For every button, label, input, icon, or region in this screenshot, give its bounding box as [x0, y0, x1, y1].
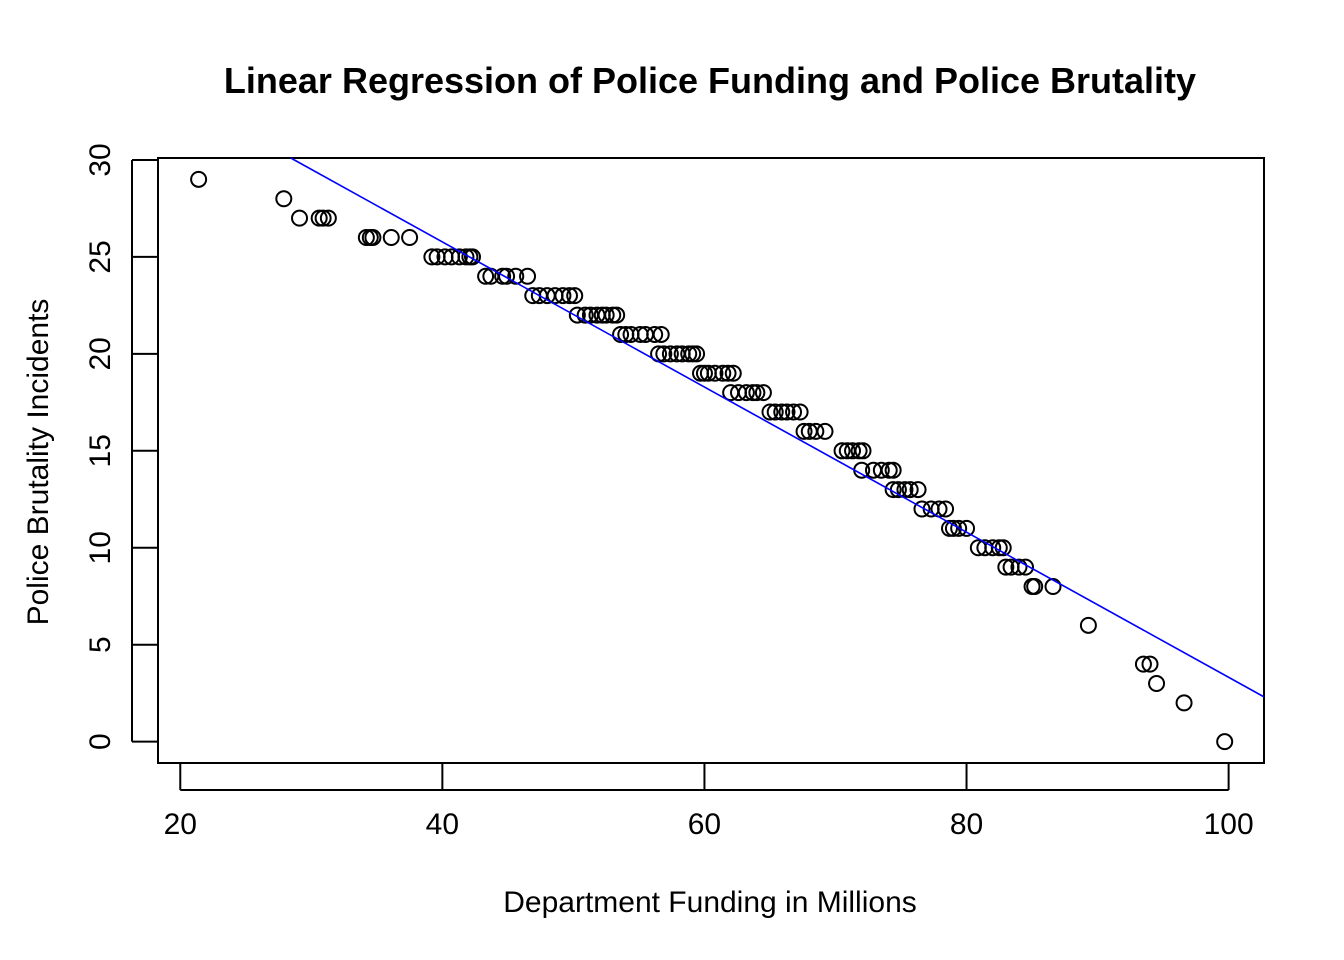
y-tick-label: 20	[84, 337, 117, 370]
data-point	[554, 287, 572, 305]
chart-title: Linear Regression of Police Funding and …	[224, 60, 1196, 101]
data-point	[795, 422, 813, 440]
data-point	[884, 461, 902, 479]
data-point	[1026, 578, 1044, 596]
data-point	[997, 558, 1015, 576]
data-point	[507, 267, 525, 285]
data-point	[568, 306, 586, 324]
data-point	[519, 267, 537, 285]
data-point	[785, 403, 803, 421]
data-point	[913, 500, 931, 518]
data-point	[401, 229, 419, 247]
x-tick-label: 40	[426, 808, 459, 841]
data-point	[612, 325, 630, 343]
data-point	[984, 539, 1002, 557]
data-point	[1010, 558, 1028, 576]
data-point	[576, 306, 594, 324]
data-point	[1134, 655, 1152, 673]
data-point	[646, 325, 664, 343]
data-point	[706, 364, 724, 382]
data-point	[319, 209, 337, 227]
x-tick-label: 60	[688, 808, 721, 841]
data-point	[754, 384, 772, 402]
data-point	[854, 442, 872, 460]
y-tick-label: 30	[84, 143, 117, 176]
data-point	[566, 287, 584, 305]
data-point	[608, 306, 626, 324]
data-point	[748, 384, 766, 402]
data-point	[560, 287, 578, 305]
data-point	[597, 306, 615, 324]
data-point	[896, 481, 914, 499]
data-point	[719, 364, 737, 382]
y-tick-label: 0	[84, 733, 117, 750]
data-point	[1017, 558, 1035, 576]
y-tick-label: 5	[84, 636, 117, 653]
y-tick-label: 25	[84, 240, 117, 273]
data-point	[766, 403, 784, 421]
data-point	[688, 345, 706, 363]
data-point	[291, 209, 309, 227]
data-point	[791, 403, 809, 421]
x-axis: 20 40 60 80 100	[164, 764, 1254, 841]
y-axis-label: Police Brutality Incidents	[22, 299, 55, 626]
y-tick-label: 15	[84, 434, 117, 467]
x-tick-label: 100	[1204, 808, 1254, 841]
data-point	[1216, 733, 1234, 751]
data-point	[364, 229, 382, 247]
data-point	[652, 325, 670, 343]
x-axis-label: Department Funding in Millions	[503, 886, 917, 919]
plot-area	[190, 157, 1265, 751]
data-point	[661, 345, 679, 363]
data-point	[884, 481, 902, 499]
data-point	[844, 442, 862, 460]
data-point	[275, 190, 293, 208]
data-point	[190, 170, 208, 188]
data-point	[1141, 655, 1159, 673]
data-point	[937, 500, 955, 518]
data-point	[1148, 674, 1166, 692]
data-point	[464, 248, 482, 266]
plot-frame	[157, 157, 1265, 764]
data-point	[773, 403, 791, 421]
data-point	[1079, 616, 1097, 634]
x-tick-label: 80	[950, 808, 983, 841]
data-point	[498, 267, 516, 285]
data-point	[1175, 694, 1193, 712]
data-point	[778, 403, 796, 421]
data-point	[909, 481, 927, 499]
data-point	[833, 442, 851, 460]
data-point	[314, 209, 332, 227]
data-point	[816, 422, 834, 440]
data-point	[950, 519, 968, 537]
data-point	[382, 229, 400, 247]
y-axis: 0 5 10 15 20 25 30	[84, 143, 158, 750]
y-tick-label: 10	[84, 531, 117, 564]
data-point	[1044, 578, 1062, 596]
data-point	[872, 461, 890, 479]
data-point	[807, 422, 825, 440]
x-tick-label: 20	[164, 808, 197, 841]
data-point	[423, 248, 441, 266]
data-point	[477, 267, 495, 285]
regression-line	[290, 157, 1265, 698]
data-point	[714, 364, 732, 382]
data-point	[724, 364, 742, 382]
data-point	[761, 403, 779, 421]
data-point	[737, 384, 755, 402]
data-point	[450, 248, 468, 266]
data-point	[901, 481, 919, 499]
data-point	[655, 345, 673, 363]
